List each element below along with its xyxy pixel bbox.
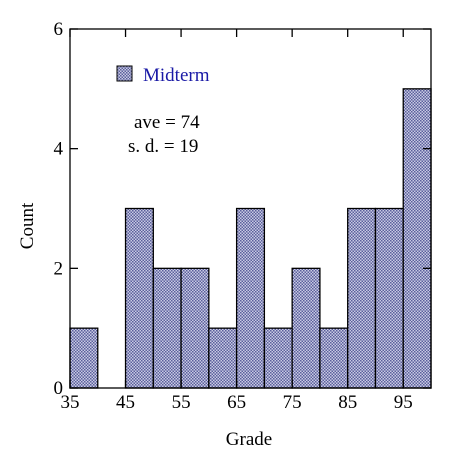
bar-bin-85 xyxy=(347,207,377,389)
y-axis-ticks: 0 2 4 6 xyxy=(54,19,431,399)
histogram-bars xyxy=(69,88,432,389)
annotation-average: ave = 74 xyxy=(134,112,200,133)
bar-bin-90 xyxy=(374,207,404,389)
legend-label-midterm: Midterm xyxy=(143,65,210,86)
bar-bin-70 xyxy=(263,327,293,389)
bar-bin-50 xyxy=(152,267,182,389)
bar-bin-55 xyxy=(180,267,210,389)
y-tick-label: 6 xyxy=(54,19,64,40)
y-tick-label: 4 xyxy=(54,139,64,160)
x-axis-ticks: 35 45 55 65 75 85 95 xyxy=(61,29,413,413)
bar-bin-65 xyxy=(235,207,266,389)
plot-frame xyxy=(69,28,432,389)
y-axis-label: Count xyxy=(17,202,38,249)
x-tick-label: 65 xyxy=(227,392,246,413)
x-tick-label: 95 xyxy=(394,392,413,413)
bar-bin-75 xyxy=(291,267,321,389)
annotation-std-dev: s. d. = 19 xyxy=(128,136,198,157)
x-tick-label: 55 xyxy=(172,392,191,413)
x-tick-label: 85 xyxy=(338,392,357,413)
bar-bin-60 xyxy=(208,327,238,389)
bar-bin-35 xyxy=(69,327,99,389)
bar-bin-80 xyxy=(319,327,349,389)
legend: Midterm xyxy=(116,65,210,86)
x-tick-label: 75 xyxy=(283,392,302,413)
x-tick-label: 45 xyxy=(116,392,135,413)
x-tick-label: 35 xyxy=(61,392,80,413)
y-tick-label: 0 xyxy=(54,378,64,399)
bar-bin-95 xyxy=(402,88,432,389)
bar-bin-45 xyxy=(124,207,154,389)
x-axis-label: Grade xyxy=(226,429,272,450)
legend-swatch xyxy=(116,65,133,82)
y-tick-label: 2 xyxy=(54,258,64,279)
